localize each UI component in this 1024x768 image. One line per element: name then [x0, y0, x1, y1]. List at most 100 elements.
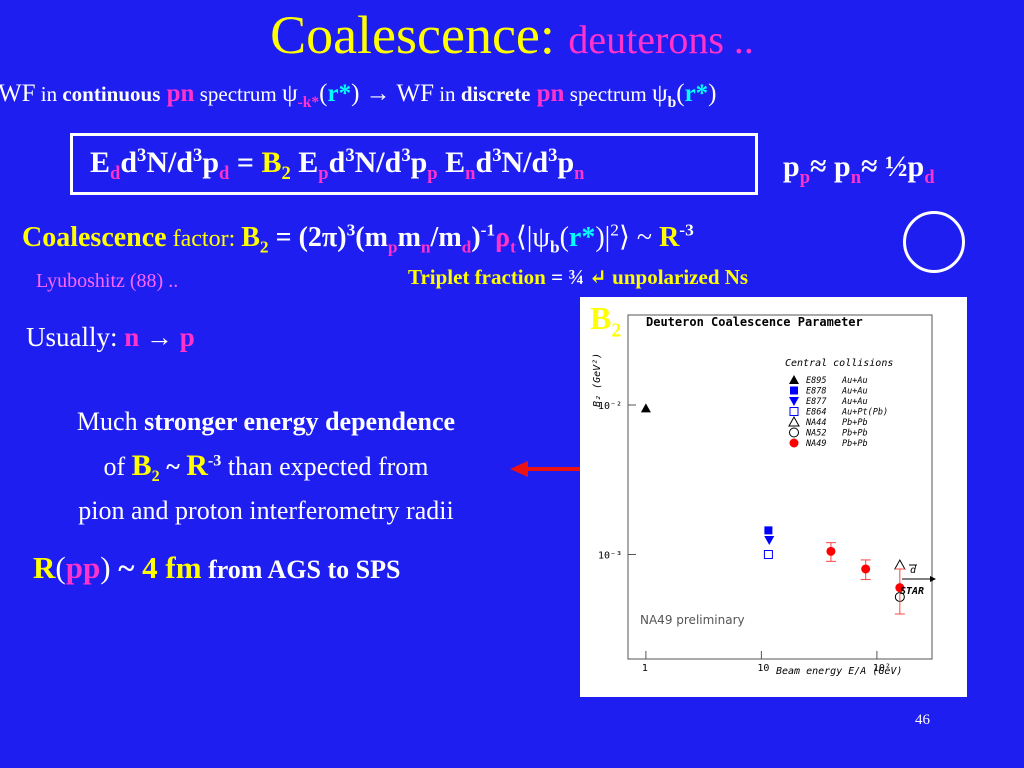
pp-approx2: ≈ — [861, 150, 885, 183]
return-arrow-icon: ↵ — [589, 265, 607, 289]
rpp-close: ) — [100, 550, 111, 585]
pp-sub-d: d — [924, 167, 935, 188]
x-tick-label: 10² — [873, 663, 891, 674]
legend-system: Pb+Pb — [842, 418, 868, 428]
coal-m1: -1 — [480, 220, 496, 240]
much-l2a: of — [103, 452, 132, 481]
data-point-na49 — [895, 583, 905, 593]
data-point-na49 — [826, 546, 836, 556]
coal-two: 2 — [259, 237, 269, 257]
star-label: STAR — [900, 586, 924, 597]
rpp-R: R — [33, 550, 56, 585]
psi-symbol-2: ψ — [651, 80, 668, 107]
coal-sub-t: t — [510, 237, 516, 257]
coal-sub-n: n — [420, 237, 431, 257]
triplet-fraction-note: Triplet fraction = ¾ ↵ unpolarized Ns — [408, 264, 748, 290]
much-l2b: than expected from — [221, 452, 429, 481]
legend-name: E864 — [806, 408, 826, 418]
coalescence-plot: Deuteron Coalescence Parameter Central co… — [580, 297, 967, 697]
pn-text: pn — [166, 80, 195, 107]
legend-marker — [789, 397, 799, 406]
pp-pd: p — [907, 150, 925, 183]
f-N: N/d — [146, 146, 194, 179]
coal-sq: 2 — [610, 220, 619, 240]
f-sup4: 3 — [401, 145, 411, 166]
usually-line: Usually: n → p — [26, 322, 195, 353]
much-two: 2 — [151, 468, 160, 486]
data-point-e878 — [764, 526, 773, 535]
f-sup5: 3 — [492, 145, 502, 166]
spectrum-text: spectrum — [194, 82, 282, 106]
rpp-tilde: ~ — [110, 550, 143, 585]
triplet-tail: unpolarized Ns — [606, 265, 749, 289]
pp-sub-p: p — [799, 167, 811, 188]
formula-box — [70, 133, 758, 195]
slide-title: Coalescence: deuterons .. — [0, 4, 1024, 66]
coal-sub-p: p — [387, 237, 398, 257]
wf-text: WF — [0, 80, 36, 107]
open-paren-2: ( — [676, 80, 685, 107]
r-circle-highlight — [903, 211, 965, 273]
psi-symbol: ψ — [281, 80, 298, 107]
plot-frame — [627, 314, 933, 660]
much-tilde: ~ — [159, 452, 187, 481]
legend-system: Pb+Pb — [842, 439, 868, 449]
rpp-fm: 4 fm — [142, 550, 202, 585]
legend-marker — [789, 375, 799, 384]
much-B: B — [131, 449, 152, 482]
f-sub-d2: d — [219, 163, 230, 184]
rstar-text-2: r* — [684, 80, 709, 107]
f-sub-p: p — [318, 163, 329, 184]
page-number: 46 — [915, 712, 930, 728]
plot-b2-label: B2 — [590, 300, 621, 340]
discrete-text: discrete — [460, 82, 531, 106]
coal-angle2: ⟩ ~ — [618, 222, 660, 253]
pp-sub-n: n — [850, 167, 862, 188]
legend-marker — [789, 407, 799, 416]
f-sup: 3 — [137, 145, 147, 166]
legend-name: NA49 — [805, 439, 826, 449]
coal-rstar: r* — [568, 222, 596, 253]
data-point-e877 — [764, 536, 775, 546]
coal-sub-b: b — [549, 237, 560, 257]
f-sup3: 3 — [345, 145, 355, 166]
much-line2: of B2 ~ R-3 than expected from — [14, 444, 518, 489]
f-Ep: E — [290, 146, 319, 179]
f-B: B — [261, 146, 282, 179]
coal-B: B — [241, 222, 260, 253]
pn-text-2: pn — [536, 80, 565, 107]
lyuboshitz-citation: Lyuboshitz (88) .. — [36, 270, 179, 292]
triplet-label: Triplet fraction — [408, 265, 546, 289]
data-point-na44 — [893, 559, 906, 570]
coal-m3: /m — [430, 222, 462, 253]
much-line3: pion and proton interferometry radii — [78, 496, 454, 525]
coal-angle: ⟨|ψ — [515, 222, 550, 253]
psi-subscript-2: b — [667, 94, 677, 111]
legend-name: E877 — [806, 397, 827, 407]
y-tick-label: 10⁻² — [598, 401, 622, 412]
usually-arrow: → — [139, 322, 180, 352]
legend-name: E895 — [806, 376, 826, 386]
f-rest2: d — [475, 146, 493, 179]
triplet-eq: = ¾ — [545, 265, 590, 289]
legend-system: Au+Au — [841, 376, 868, 386]
coal-cl: ) — [471, 222, 481, 253]
much-R: R — [186, 449, 208, 482]
coal-sub-d: d — [461, 237, 472, 257]
coal-m: (m — [355, 222, 388, 253]
much-line1: Much stronger energy dependence — [14, 400, 518, 444]
data-point-na49 — [861, 564, 871, 574]
title-sub: deuterons .. — [568, 17, 754, 62]
data-point-e864 — [763, 550, 773, 560]
pp-pn: p — [834, 150, 851, 183]
plot-title: Deuteron Coalescence Parameter — [646, 315, 863, 329]
open-paren: ( — [319, 80, 328, 107]
legend-system: Pb+Pb — [842, 429, 868, 439]
coal-m3sup: -3 — [679, 220, 694, 240]
energy-dependence-text: Much stronger energy dependence of B2 ~ … — [14, 400, 518, 533]
coalescence-formula: Edd3N/d3pd = B2 Epd3N/d3pp End3N/d3pn — [90, 145, 585, 183]
f-p: p — [202, 146, 220, 179]
pp-p: p — [783, 150, 800, 183]
pp-half: ½ — [885, 150, 908, 183]
legend-system: Au+Au — [841, 397, 868, 407]
